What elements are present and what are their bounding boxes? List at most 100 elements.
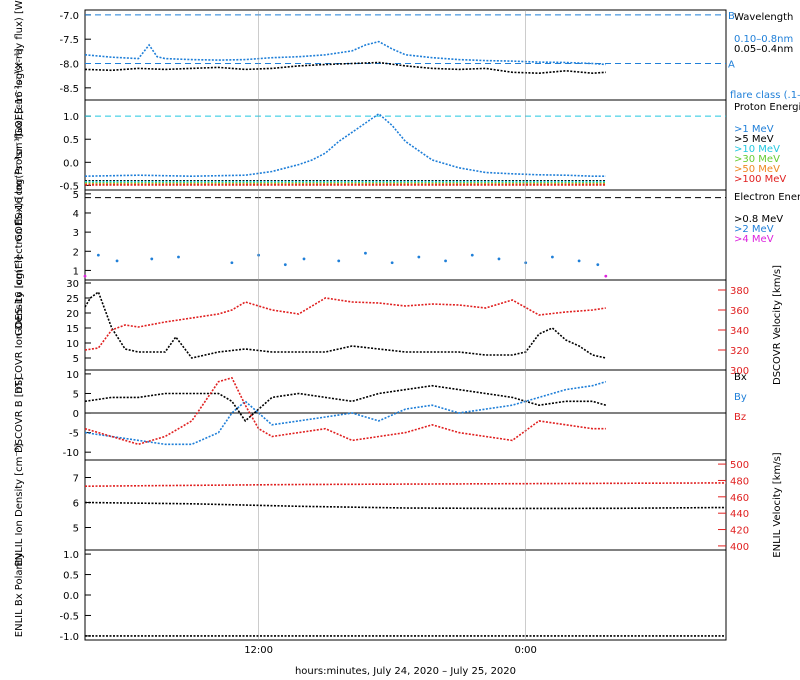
right-tick-label: 300 (730, 366, 749, 377)
y-tick-label: 5 (73, 389, 79, 400)
panel-frame (84, 9, 727, 101)
y-tick-label: 0.5 (63, 571, 79, 582)
data-point (115, 259, 119, 263)
panel-1: -7.0 -7.5 -8.0 -8.5 GOES-16 log(X-ray flux) … (14, 0, 800, 136)
series-line (84, 501, 727, 510)
data-point (417, 255, 421, 259)
y-tick-label: 7 (73, 474, 79, 485)
data-point (337, 259, 341, 263)
data-point (96, 253, 100, 257)
data-point (604, 274, 608, 278)
y-tick-label: 0.5 (63, 135, 79, 146)
y-axis-label: GOES-16 log(Electron flux) [cm⁻²s⁻¹sr⁻¹] (14, 134, 25, 336)
y-tick-label: 2 (73, 247, 79, 258)
panel-5: 10 5 0 -5 -10 DSCOVR B [nT] Bx By Bz (14, 369, 747, 461)
series-line (84, 112, 606, 178)
panel-3: 5 4 3 2 1 GOES-16 log(Electron flux) [cm⁻²s⁻¹… (14, 134, 800, 336)
right-tick-label: 480 (730, 476, 749, 487)
legend-entry: 0.05–0.4nm (734, 44, 793, 55)
legend-entry: >30 MeV (734, 154, 780, 165)
y-tick-label: 6 (73, 499, 79, 510)
y-tick-label: -10 (63, 448, 79, 459)
y-tick-label: 1 (73, 266, 79, 277)
panel-6: 7 6 5 ENLIL Ion Density [cm⁻³] 500 480 460 440 4… (14, 443, 783, 566)
right-axis-label: DSCOVR Velocity [km/s] (772, 265, 783, 385)
x-tick-label: 12:00 (244, 645, 273, 656)
panel-frame (84, 279, 727, 371)
y-tick-label: 1.0 (63, 112, 79, 123)
series-line (84, 384, 607, 423)
data-point (230, 261, 234, 265)
right-tick-label: 400 (730, 542, 749, 553)
right-tick-label: 460 (730, 493, 749, 504)
data-point (596, 263, 600, 267)
data-point (283, 263, 287, 267)
data-point (177, 255, 180, 259)
series-line (84, 61, 606, 75)
flare-level-label: A (728, 60, 735, 71)
y-tick-label: 20 (66, 309, 79, 320)
legend-entry: >50 MeV (734, 164, 780, 175)
y-tick-label: -7.0 (59, 11, 79, 22)
y-tick-label: 30 (66, 279, 79, 290)
data-point (83, 274, 87, 278)
data-point (150, 257, 154, 261)
series-line (84, 297, 606, 351)
legend-title: Proton Energies (734, 102, 800, 113)
data-point (444, 259, 447, 263)
x-tick-label: 0:00 (514, 645, 536, 656)
right-tick-label: 360 (730, 306, 749, 317)
y-tick-label: 4 (73, 209, 79, 220)
y-tick-label: -7.5 (59, 35, 79, 46)
legend-entry: >2 MeV (734, 224, 774, 235)
y-tick-label: 0 (73, 409, 79, 420)
y-axis-label: DSCOVR Ion Density [cm⁻³] (14, 256, 25, 394)
series-line (84, 380, 607, 446)
right-tick-label: 420 (730, 526, 749, 537)
y-axis-label: ENLIL Bx Polarity (14, 553, 25, 638)
y-tick-label: -1.0 (59, 632, 79, 643)
right-tick-label: 320 (730, 346, 749, 357)
y-tick-label: 5 (73, 524, 79, 535)
y-axis-label: DSCOVR B [nT] (14, 377, 25, 453)
y-tick-label: 5 (73, 190, 79, 201)
y-tick-label: -0.5 (59, 181, 79, 192)
y-tick-label: -0.5 (59, 611, 79, 622)
y-tick-label: 1.0 (63, 550, 79, 561)
panel-frame (84, 549, 727, 641)
y-tick-label: -8.5 (59, 84, 79, 95)
right-tick-label: 440 (730, 509, 749, 520)
y-tick-label: -8.0 (59, 60, 79, 71)
y-tick-label: 0.0 (63, 158, 79, 169)
legend-title: Wavelength (734, 12, 793, 23)
flare-level-label: B (728, 11, 735, 22)
legend-entry: >0.8 MeV (734, 214, 783, 225)
flare-class-note: flare class (.1–.8nm) (730, 90, 800, 101)
legend-entry: Bx (734, 372, 747, 383)
y-tick-label: 10 (66, 370, 79, 381)
y-tick-label: 15 (66, 324, 79, 335)
y-tick-label: 5 (73, 354, 79, 365)
data-point (497, 257, 501, 261)
right-tick-label: 380 (730, 286, 749, 297)
data-point (390, 261, 394, 265)
panel-frame (84, 189, 727, 281)
y-tick-label: 25 (66, 294, 79, 305)
series-line (84, 376, 606, 446)
panel-4: 30 25 20 15 10 5 DSCOVR Ion Density [cm⁻³] 380 3… (14, 256, 783, 394)
legend-entry: 0.10–0.8nm (734, 34, 793, 45)
right-tick-label: 500 (730, 460, 749, 471)
data-point (302, 257, 306, 261)
y-axis-label: GOES-16 log(X-ray flux) [W m⁻²] (14, 0, 25, 136)
right-tick-label: 340 (730, 326, 749, 337)
legend-entry: >1 MeV (734, 124, 774, 135)
legend-entry: >4 MeV (734, 234, 774, 245)
x-axis: 12:00 0:00 hours:minutes, July 24, 2020 – … (244, 10, 537, 677)
data-point (364, 251, 367, 255)
panel-frame (84, 459, 727, 551)
legend-entry: Bz (734, 412, 746, 423)
data-point (470, 253, 474, 257)
panel-2: 1.0 0.5 0.0 -0.5 GOES-16 log(Proton flux) [c… (14, 48, 800, 242)
legend-title: Electron Energies (734, 192, 800, 203)
legend-entry: >10 MeV (734, 144, 780, 155)
